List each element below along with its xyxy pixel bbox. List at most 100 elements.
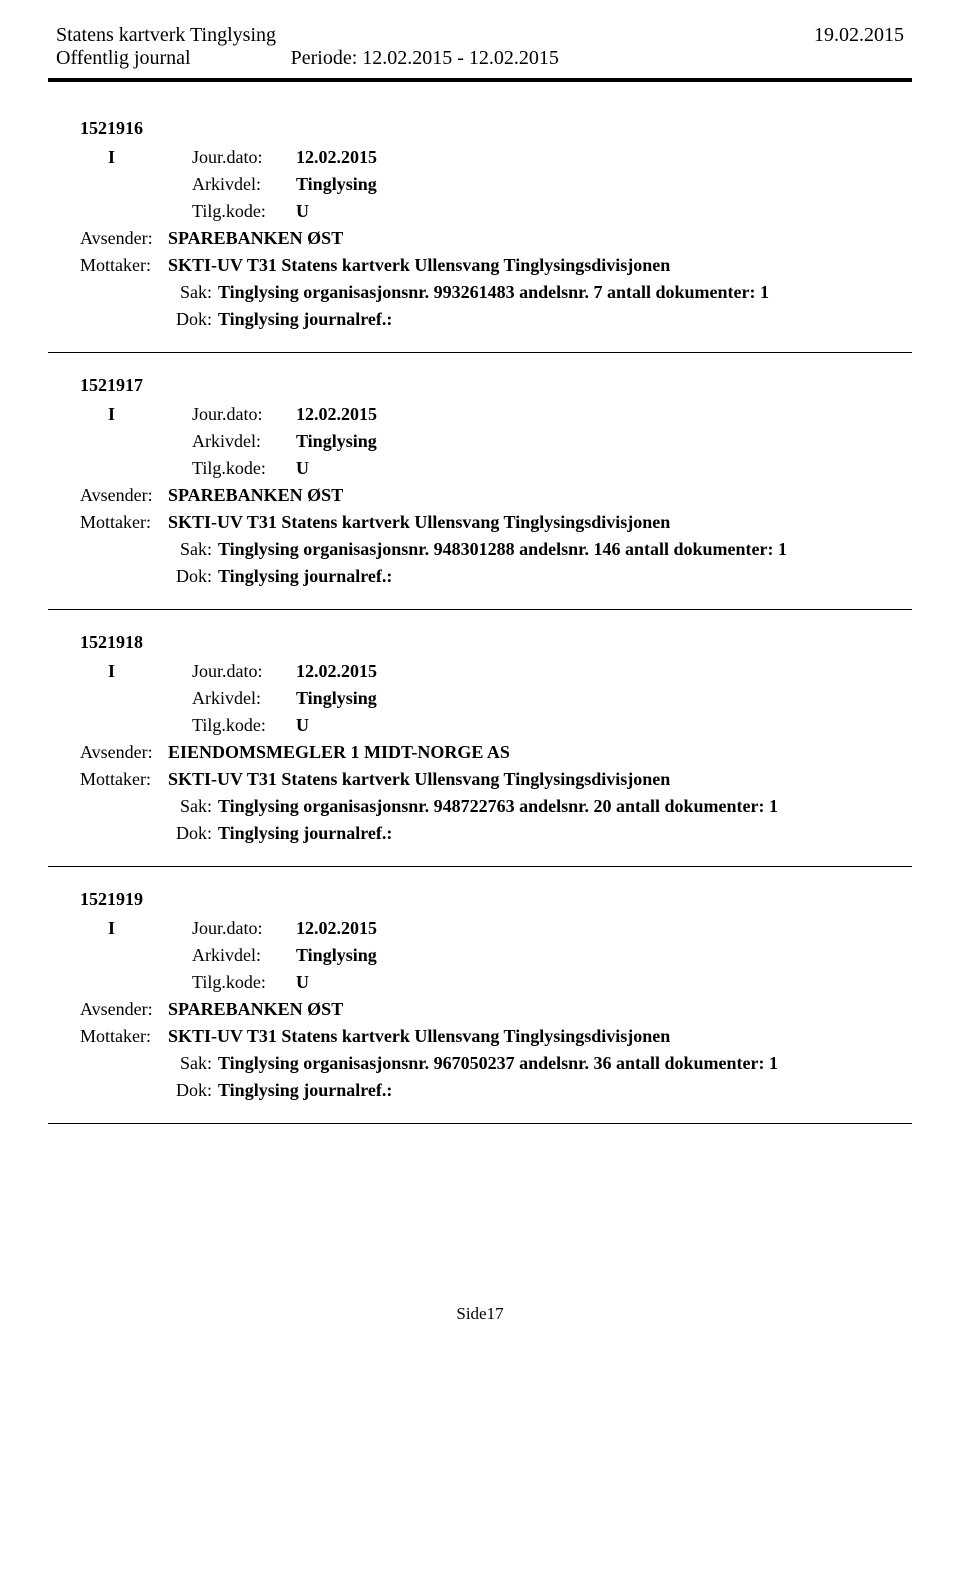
avsender-value: SPAREBANKEN ØST	[168, 999, 343, 1020]
mottaker-value: SKTI-UV T31 Statens kartverk Ullensvang …	[168, 512, 670, 533]
header-rule	[48, 78, 912, 82]
mottaker-value: SKTI-UV T31 Statens kartverk Ullensvang …	[168, 1026, 670, 1047]
mottaker-label: Mottaker:	[80, 1026, 168, 1047]
spacer	[108, 972, 192, 993]
journal-entry: 1521917 I Jour.dato: 12.02.2015 Arkivdel…	[80, 375, 912, 587]
arkivdel-value: Tinglysing	[296, 945, 377, 966]
entry-mottaker-row: Mottaker: SKTI-UV T31 Statens kartverk U…	[80, 255, 912, 276]
sak-label: Sak:	[124, 796, 218, 817]
mottaker-value: SKTI-UV T31 Statens kartverk Ullensvang …	[168, 255, 670, 276]
document-page: Statens kartverk Tinglysing 19.02.2015 O…	[0, 0, 960, 1348]
header-date: 19.02.2015	[814, 24, 904, 47]
sak-label: Sak:	[124, 282, 218, 303]
sak-value: Tinglysing organisasjonsnr. 993261483 an…	[218, 282, 769, 303]
document-header: Statens kartverk Tinglysing 19.02.2015 O…	[48, 24, 912, 70]
mottaker-label: Mottaker:	[80, 512, 168, 533]
tilgkode-label: Tilg.kode:	[192, 201, 296, 222]
mottaker-label: Mottaker:	[80, 769, 168, 790]
entry-sak-row: Sak: Tinglysing organisasjonsnr. 9487227…	[124, 796, 912, 817]
jourdato-value: 12.02.2015	[296, 404, 377, 425]
entry-dok-row: Dok: Tinglysing journalref.:	[124, 566, 912, 587]
entry-jourdato-row: I Jour.dato: 12.02.2015	[108, 661, 912, 682]
page-number: Side17	[456, 1304, 503, 1323]
entry-io: I	[108, 661, 192, 682]
entry-sak-row: Sak: Tinglysing organisasjonsnr. 9670502…	[124, 1053, 912, 1074]
jourdato-label: Jour.dato:	[192, 918, 296, 939]
entry-arkivdel-row: Arkivdel: Tinglysing	[108, 431, 912, 452]
jourdato-value: 12.02.2015	[296, 918, 377, 939]
spacer	[108, 715, 192, 736]
jourdato-label: Jour.dato:	[192, 147, 296, 168]
dok-label: Dok:	[124, 309, 218, 330]
entry-tilgkode-row: Tilg.kode: U	[108, 201, 912, 222]
tilgkode-label: Tilg.kode:	[192, 458, 296, 479]
entries-container: 1521916 I Jour.dato: 12.02.2015 Arkivdel…	[48, 118, 912, 1124]
avsender-label: Avsender:	[80, 228, 168, 249]
arkivdel-label: Arkivdel:	[192, 431, 296, 452]
jourdato-label: Jour.dato:	[192, 661, 296, 682]
dok-value: Tinglysing journalref.:	[218, 823, 392, 844]
spacer	[108, 431, 192, 452]
dok-value: Tinglysing journalref.:	[218, 566, 392, 587]
entry-dok-row: Dok: Tinglysing journalref.:	[124, 309, 912, 330]
sak-value: Tinglysing organisasjonsnr. 967050237 an…	[218, 1053, 778, 1074]
avsender-label: Avsender:	[80, 485, 168, 506]
mottaker-label: Mottaker:	[80, 255, 168, 276]
entry-avsender-row: Avsender: SPAREBANKEN ØST	[80, 999, 912, 1020]
journal-entry: 1521916 I Jour.dato: 12.02.2015 Arkivdel…	[80, 118, 912, 330]
avsender-label: Avsender:	[80, 999, 168, 1020]
jourdato-value: 12.02.2015	[296, 147, 377, 168]
header-journal-label: Offentlig journal	[56, 47, 191, 70]
tilgkode-label: Tilg.kode:	[192, 715, 296, 736]
spacer	[108, 174, 192, 195]
tilgkode-value: U	[296, 458, 309, 479]
tilgkode-value: U	[296, 201, 309, 222]
jourdato-value: 12.02.2015	[296, 661, 377, 682]
entry-id: 1521917	[80, 375, 912, 396]
tilgkode-value: U	[296, 715, 309, 736]
entry-mottaker-row: Mottaker: SKTI-UV T31 Statens kartverk U…	[80, 512, 912, 533]
entry-avsender-row: Avsender: SPAREBANKEN ØST	[80, 228, 912, 249]
header-period: Periode: 12.02.2015 - 12.02.2015	[291, 47, 559, 70]
entry-avsender-row: Avsender: SPAREBANKEN ØST	[80, 485, 912, 506]
entry-arkivdel-row: Arkivdel: Tinglysing	[108, 688, 912, 709]
spacer	[108, 201, 192, 222]
entry-tilgkode-row: Tilg.kode: U	[108, 972, 912, 993]
arkivdel-label: Arkivdel:	[192, 688, 296, 709]
dok-value: Tinglysing journalref.:	[218, 1080, 392, 1101]
entry-jourdato-row: I Jour.dato: 12.02.2015	[108, 404, 912, 425]
avsender-value: SPAREBANKEN ØST	[168, 485, 343, 506]
entry-arkivdel-row: Arkivdel: Tinglysing	[108, 945, 912, 966]
entry-mottaker-row: Mottaker: SKTI-UV T31 Statens kartverk U…	[80, 1026, 912, 1047]
jourdato-label: Jour.dato:	[192, 404, 296, 425]
entry-jourdato-row: I Jour.dato: 12.02.2015	[108, 918, 912, 939]
page-footer: Side17	[48, 1304, 912, 1324]
spacer	[108, 688, 192, 709]
dok-label: Dok:	[124, 823, 218, 844]
spacer	[108, 945, 192, 966]
entry-io: I	[108, 147, 192, 168]
entry-dok-row: Dok: Tinglysing journalref.:	[124, 1080, 912, 1101]
entry-io: I	[108, 918, 192, 939]
sak-value: Tinglysing organisasjonsnr. 948722763 an…	[218, 796, 778, 817]
sak-label: Sak:	[124, 1053, 218, 1074]
arkivdel-value: Tinglysing	[296, 174, 377, 195]
header-top-row: Statens kartverk Tinglysing 19.02.2015	[48, 24, 912, 47]
dok-label: Dok:	[124, 1080, 218, 1101]
sak-label: Sak:	[124, 539, 218, 560]
entry-dok-row: Dok: Tinglysing journalref.:	[124, 823, 912, 844]
journal-entry: 1521919 I Jour.dato: 12.02.2015 Arkivdel…	[80, 889, 912, 1101]
entry-id: 1521916	[80, 118, 912, 139]
header-bottom-row: Offentlig journal Periode: 12.02.2015 - …	[48, 47, 912, 70]
entry-separator	[48, 1123, 912, 1124]
entry-tilgkode-row: Tilg.kode: U	[108, 715, 912, 736]
arkivdel-label: Arkivdel:	[192, 945, 296, 966]
entry-arkivdel-row: Arkivdel: Tinglysing	[108, 174, 912, 195]
dok-label: Dok:	[124, 566, 218, 587]
avsender-value: SPAREBANKEN ØST	[168, 228, 343, 249]
entry-separator	[48, 352, 912, 353]
spacer	[108, 458, 192, 479]
tilgkode-value: U	[296, 972, 309, 993]
sak-value: Tinglysing organisasjonsnr. 948301288 an…	[218, 539, 787, 560]
avsender-value: EIENDOMSMEGLER 1 MIDT-NORGE AS	[168, 742, 510, 763]
